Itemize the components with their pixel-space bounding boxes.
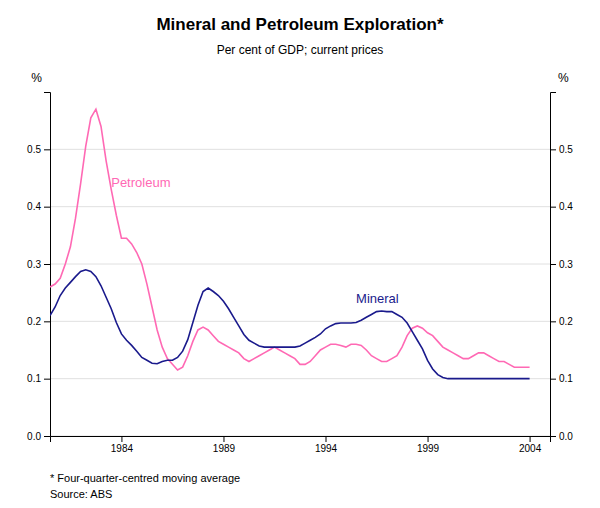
tick-label: 0.2 <box>559 316 573 327</box>
tick-mark <box>530 436 531 442</box>
y-axis: 0.0 0.1 0.2 0.3 0.4 0.5 <box>27 93 50 442</box>
grid <box>50 149 550 436</box>
tick-mark <box>121 436 122 442</box>
title: Mineral and Petroleum Exploration* <box>156 15 444 34</box>
footnote: * Four-quarter-centred moving average <box>50 472 240 484</box>
tick-mark <box>44 321 50 322</box>
tick-mark <box>44 149 50 150</box>
tick: 0.3 <box>27 259 50 270</box>
tick: 0.5 <box>550 144 573 155</box>
tick-label: 1999 <box>417 443 440 454</box>
tick: 0.4 <box>27 201 50 212</box>
tick-label: 1984 <box>111 443 134 454</box>
tick-label: 0.0 <box>559 431 573 442</box>
grid-line <box>50 264 550 265</box>
tick: 0.3 <box>550 259 573 270</box>
tick-label: 0.5 <box>559 144 573 155</box>
line <box>50 109 530 370</box>
tick: 2004 <box>519 436 542 454</box>
axis-line <box>551 93 557 437</box>
tick-label: 0.1 <box>27 373 41 384</box>
tick-mark <box>44 207 50 208</box>
axis-line <box>44 93 51 437</box>
series-label: Petroleum <box>111 175 170 190</box>
grid-line <box>50 321 550 322</box>
tick-label: 2004 <box>519 443 542 454</box>
tick: 0.1 <box>550 373 573 384</box>
tick-mark <box>550 264 556 265</box>
tick: 1994 <box>315 436 338 454</box>
series-labels: Petroleum Mineral <box>111 175 399 306</box>
tick: 1999 <box>417 436 440 454</box>
tick: 0.0 <box>550 431 573 442</box>
tick-mark <box>550 436 556 437</box>
tick-mark <box>223 436 224 442</box>
lines <box>50 109 530 378</box>
tick-mark <box>550 207 556 208</box>
series-label: Mineral <box>356 291 399 306</box>
tick: 0.1 <box>27 373 50 384</box>
tick-mark <box>550 149 556 150</box>
tick: 0.5 <box>27 144 50 155</box>
subtitle: Per cent of GDP; current prices <box>217 43 384 57</box>
y-axis-label: % <box>31 71 42 85</box>
tick-label: 0.4 <box>27 201 41 212</box>
y2-axis: 0.0 0.1 0.2 0.3 0.4 0.5 <box>550 93 573 442</box>
tick-label: 0.2 <box>27 316 41 327</box>
x-axis: 1984 1989 1994 1999 2004 <box>51 436 551 454</box>
tick: 0.2 <box>550 316 573 327</box>
tick-label: 1989 <box>213 443 236 454</box>
tick-label: 0.4 <box>559 201 573 212</box>
tick-label: 0.1 <box>559 373 573 384</box>
tick: 0.0 <box>27 431 50 442</box>
tick-label: 0.3 <box>559 259 573 270</box>
chart: 198419891994199920040.00.10.20.30.40.50.… <box>0 0 600 508</box>
tick-mark <box>550 321 556 322</box>
tick-label: 0.5 <box>27 144 41 155</box>
tick-label: 0.3 <box>27 259 41 270</box>
tick: 1989 <box>213 436 236 454</box>
tick: 1984 <box>111 436 134 454</box>
tick-mark <box>44 264 50 265</box>
tick-label: 1994 <box>315 443 338 454</box>
axis-line <box>51 437 551 443</box>
tick-label: 0.0 <box>27 431 41 442</box>
source: Source: ABS <box>50 488 112 500</box>
plot: 198419891994199920040.00.10.20.30.40.50.… <box>27 93 573 455</box>
tick-mark <box>44 436 50 437</box>
tick: 0.4 <box>550 201 573 212</box>
tick: 0.2 <box>27 316 50 327</box>
tick-mark <box>550 379 556 380</box>
grid-line <box>50 206 550 207</box>
line <box>50 270 530 379</box>
tick-mark <box>326 436 327 442</box>
tick-mark <box>428 436 429 442</box>
y2-axis-label: % <box>558 71 569 85</box>
tick-mark <box>44 379 50 380</box>
grid-line <box>50 149 550 150</box>
